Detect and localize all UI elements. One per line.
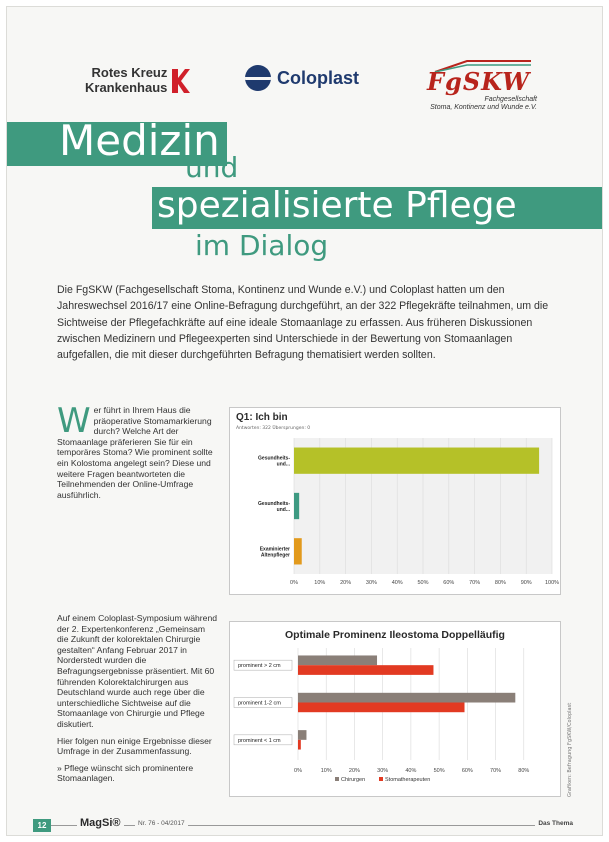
chart-prominenz-bar — [298, 665, 434, 675]
chart-q1-category-label-2: und... — [277, 462, 291, 468]
chart-q1-x-tick: 70% — [469, 580, 480, 586]
fgskw-sub1: Fachgesellschaft — [484, 96, 537, 103]
chart-q1-bar — [294, 447, 540, 474]
chart-prominenz-legend-swatch — [335, 777, 339, 781]
chart-q1-x-tick: 20% — [340, 580, 351, 586]
chart-q1-x-tick: 40% — [392, 580, 403, 586]
headline-medizin: Medizin — [59, 116, 220, 165]
column-text-2-para1: Auf einem Coloplast-Symposium während de… — [57, 613, 218, 729]
chart-q1-x-tick: 90% — [521, 580, 532, 586]
coloplast-logo: Coloplast — [245, 65, 359, 91]
chart-prominenz-bar — [298, 655, 378, 666]
chart-prominenz-legend-swatch — [379, 777, 383, 781]
intro-paragraph: Die FgSKW (Fachgesellschaft Stoma, Konti… — [57, 284, 549, 362]
chart-q1-category-label: Examinierter — [260, 546, 290, 552]
chart-prominenz-category-box — [233, 697, 293, 708]
chart-q1-legend: Antworten: 322 Übersprungen: 0 — [236, 426, 311, 431]
chart-prominenz-x-tick: 20% — [349, 768, 360, 774]
chart-prominenz-legend-label: Chirurgen — [341, 777, 365, 783]
chart-q1-x-tick: 50% — [417, 580, 428, 586]
chart-prominenz-x-tick: 10% — [321, 768, 332, 774]
chart-prominenz-plot: 0% 10% 20% 30% 40% 50% 60% 70% 80% prominent > 2 … — [233, 648, 529, 783]
fgskw-logo: FgSKW Fachgesellschaft Stoma, Kontinenz … — [427, 59, 537, 112]
fgskw-roof-icon — [434, 60, 531, 73]
graphic-credit: Grafiken: Befragung FgSKW/Coloplast — [567, 702, 573, 797]
chart-q1-x-tick: 100% — [545, 580, 559, 586]
fgskw-title: FgSKW — [427, 67, 531, 96]
rotes-kreuz-line2: Krankenhaus — [85, 80, 168, 95]
chart-prominenz-bar — [298, 739, 301, 750]
chart-q1-category-label: Gesundheits- — [258, 501, 290, 507]
chart-q1: Q1: Ich bin Antworten: 322 Übersprungen:… — [229, 407, 561, 595]
magazine-name: MagSi® — [77, 817, 124, 829]
chart-q1-x-tick: 10% — [314, 580, 325, 586]
chart-prominenz-x-tick: 0% — [294, 768, 302, 774]
rotes-kreuz-line1: Rotes Kreuz — [91, 65, 168, 80]
chart-prominenz-category-label: prominent > 2 cm — [238, 663, 281, 669]
column-text-1-body: er führt in Ihrem Haus die präoperative … — [57, 405, 213, 500]
chart-prominenz-x-tick: 80% — [518, 768, 529, 774]
chart-prominenz-x-tick: 60% — [462, 768, 473, 774]
chart-prominenz-category-label: prominent 1-2 cm — [238, 701, 281, 707]
chart-prominenz-legend-label: Stomatherapeuten — [385, 777, 430, 783]
chart-prominenz-category-box — [233, 734, 293, 746]
rotes-kreuz-k-icon — [172, 69, 190, 93]
chart-prominenz-x-tick: 30% — [377, 768, 388, 774]
chart-prominenz-category-box — [233, 659, 293, 671]
chart-prominenz-title: Optimale Prominenz Ileostoma Doppelläufi… — [285, 629, 505, 641]
chart-q1-category-label: Gesundheits- — [258, 456, 290, 462]
rotes-kreuz-logo: Rotes Kreuz Krankenhaus — [85, 65, 167, 95]
headline-im-dialog: im Dialog — [195, 229, 329, 262]
dropcap: W — [57, 401, 91, 441]
coloplast-wordmark: Coloplast — [277, 67, 360, 88]
column-text-2-bullet: » Pflege wünscht sich prominentere Stoma… — [57, 762, 194, 784]
headline-und: und — [185, 151, 239, 184]
chart-q1-bar — [294, 492, 300, 520]
headline-spezialisierte-pflege: spezialisierte Pflege — [157, 185, 517, 226]
chart-prominenz: Optimale Prominenz Ileostoma Doppelläufi… — [229, 621, 561, 797]
footer-rule — [51, 825, 544, 826]
headline-bar-1 — [7, 122, 227, 166]
column-text-1: W er führt in Ihrem Haus die präoperativ… — [57, 401, 217, 500]
chart-q1-plot: 0% 10% 20% 30% 40% 50% 60% 70% 80% 90% 100% Gesundh… — [258, 438, 559, 586]
chart-prominenz-x-tick: 70% — [490, 768, 501, 774]
chart-q1-x-tick: 0% — [290, 580, 298, 586]
chart-prominenz-bar — [298, 702, 465, 713]
chart-q1-x-tick: 30% — [366, 580, 377, 586]
chart-q1-category-label-2: Altenpfleger — [261, 552, 290, 558]
chart-prominenz-x-tick: 50% — [434, 768, 445, 774]
chart-q1-bar — [294, 538, 302, 565]
page-number: 12 — [33, 819, 51, 832]
page-footer: 12 MagSi® Nr. 76 - 04/2017 Das Thema — [7, 815, 602, 835]
chart-q1-title: Q1: Ich bin — [236, 412, 288, 423]
column-text-2-para2: Hier folgen nun einige Ergebnisse dieser… — [57, 735, 212, 757]
coloplast-dot-icon — [245, 65, 271, 91]
chart-q1-category-label-2: und... — [277, 507, 291, 513]
headline-bar-2 — [152, 187, 602, 229]
chart-q1-x-tick: 60% — [443, 580, 454, 586]
chart-prominenz-bar — [298, 730, 307, 740]
section-name: Das Thema — [535, 820, 576, 827]
chart-prominenz-bar — [298, 692, 516, 703]
chart-prominenz-x-tick: 40% — [405, 768, 416, 774]
chart-prominenz-category-label: prominent < 1 cm — [238, 738, 281, 744]
chart-q1-x-tick: 80% — [495, 580, 506, 586]
fgskw-sub2: Stoma, Kontinenz und Wunde e.V. — [430, 104, 537, 111]
issue-number: Nr. 76 - 04/2017 — [135, 820, 188, 827]
column-text-2: Auf einem Coloplast-Symposium während de… — [57, 613, 217, 784]
magazine-page: Rotes Kreuz Krankenhaus Coloplast FgSKW … — [6, 6, 603, 836]
